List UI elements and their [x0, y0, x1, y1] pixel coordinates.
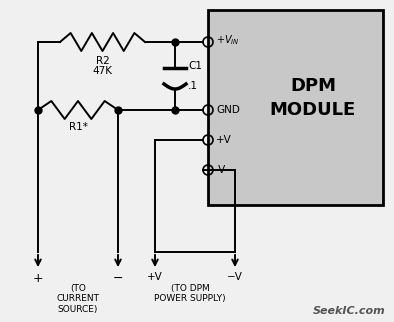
Text: R1*: R1*: [69, 122, 87, 132]
Text: C1: C1: [188, 61, 202, 71]
Text: SeekIC.com: SeekIC.com: [313, 306, 386, 316]
Text: −V: −V: [227, 272, 243, 282]
Text: DPM
MODULE: DPM MODULE: [270, 77, 356, 118]
Text: +V: +V: [147, 272, 163, 282]
Text: (TO
CURRENT
SOURCE): (TO CURRENT SOURCE): [56, 284, 100, 314]
Bar: [208, 10, 383, 205]
Text: GND: GND: [216, 105, 240, 115]
Text: 47K: 47K: [93, 66, 113, 76]
Text: $+V_{IN}$: $+V_{IN}$: [216, 33, 240, 47]
Text: .1: .1: [188, 81, 198, 91]
Text: −: −: [113, 272, 123, 285]
Text: +: +: [33, 272, 43, 285]
Text: +V: +V: [216, 135, 232, 145]
Text: (TO DPM
POWER SUPPLY): (TO DPM POWER SUPPLY): [154, 284, 226, 303]
Text: R2: R2: [96, 56, 110, 66]
Text: -V: -V: [216, 165, 226, 175]
